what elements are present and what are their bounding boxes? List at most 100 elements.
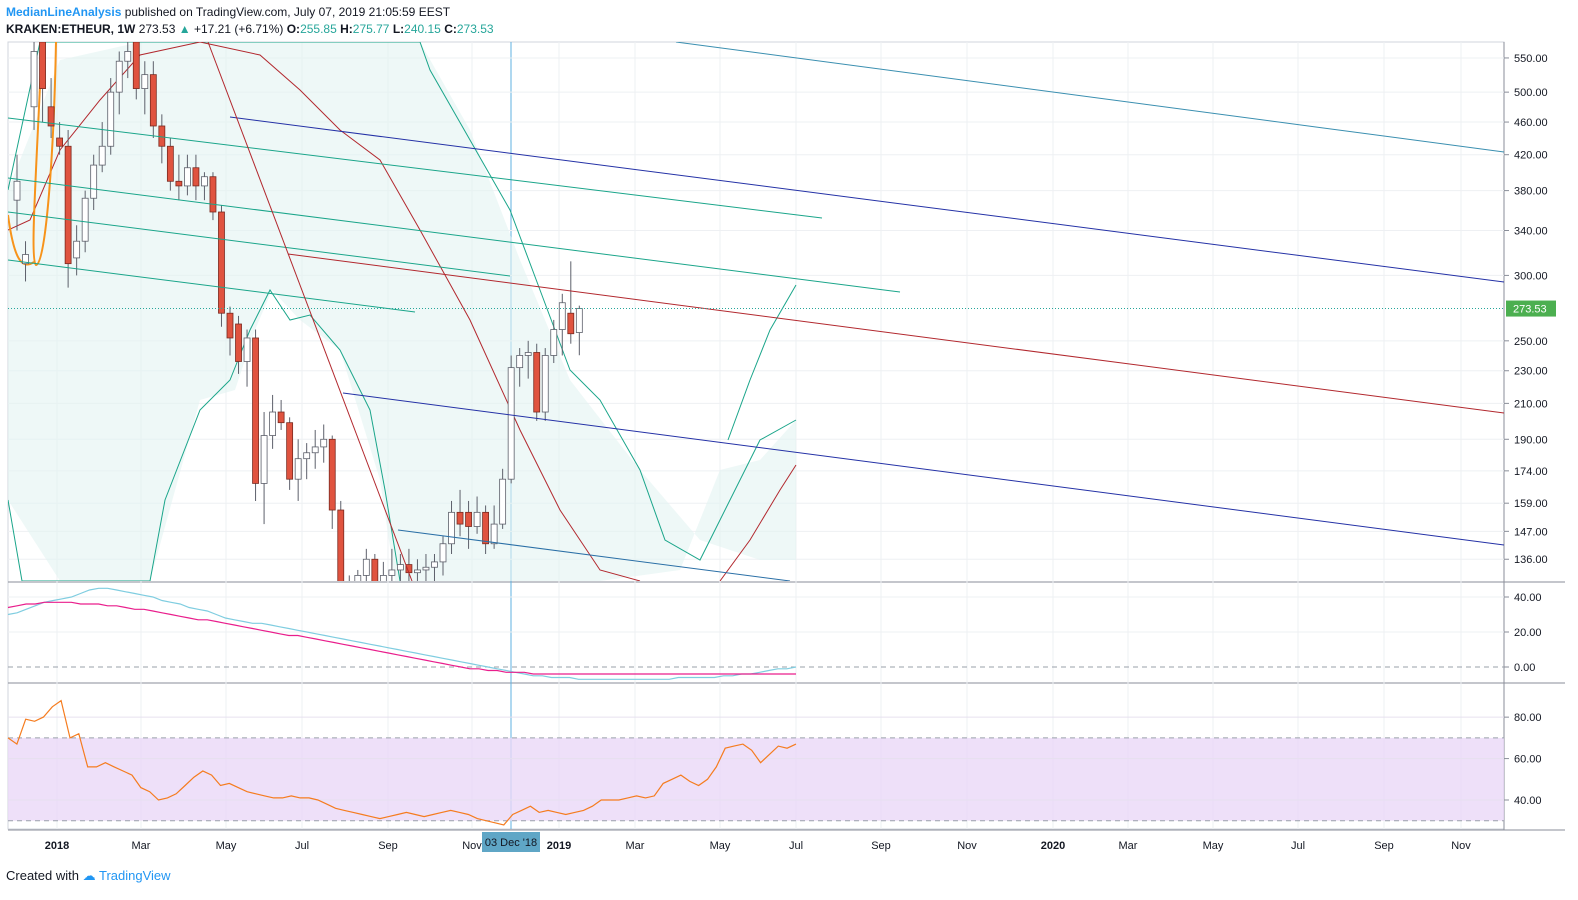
- y-tick-label: 380.00: [1514, 186, 1548, 198]
- candle-body: [39, 42, 46, 89]
- candle: [107, 78, 115, 155]
- candle: [243, 329, 251, 387]
- rsi-tick-label: 60.00: [1514, 754, 1542, 766]
- osc-series-line: [7, 587, 797, 680]
- candle: [379, 561, 387, 581]
- candle-body: [550, 329, 558, 356]
- candle: [439, 536, 447, 576]
- crosshair-date-badge: [482, 832, 540, 852]
- last-price-badge: [1506, 300, 1556, 317]
- moving-average-teal: [727, 284, 797, 441]
- candle: [252, 329, 259, 501]
- candle-body: [337, 509, 345, 581]
- x-tick-label: Nov: [957, 840, 977, 852]
- candle: [473, 496, 481, 534]
- author-link[interactable]: MedianLineAnalysis: [6, 5, 122, 19]
- candle-body: [235, 323, 242, 362]
- candle-body: [22, 254, 29, 265]
- candle-body: [286, 422, 294, 480]
- candle-body: [192, 167, 200, 187]
- candle-body: [414, 569, 421, 574]
- publish-info: published on TradingView.com, July 07, 2…: [121, 5, 451, 19]
- candle: [226, 306, 234, 356]
- candle-body: [209, 176, 217, 213]
- y-tick-label: 300.00: [1514, 270, 1548, 282]
- y-tick-label: 159.00: [1514, 498, 1548, 510]
- high-label: H:: [340, 22, 353, 36]
- candle-body: [90, 164, 98, 199]
- candle-body: [243, 337, 251, 362]
- candle: [124, 42, 132, 79]
- candle: [320, 424, 328, 463]
- price-change: +17.21 (+6.71%): [193, 22, 284, 36]
- x-tick-label: May: [1203, 840, 1224, 852]
- crosshair-date-label: 03 Dec '18: [485, 837, 537, 849]
- osc-tick-label: 40.00: [1514, 592, 1542, 604]
- open-value: 255.85: [300, 22, 337, 36]
- rsi-tick-label: 80.00: [1514, 712, 1542, 724]
- candle-body: [56, 137, 63, 147]
- candle-body: [166, 145, 174, 182]
- candle: [90, 154, 98, 211]
- moving-average-red: [719, 464, 797, 581]
- x-tick-label: Sep: [871, 840, 891, 852]
- candle: [337, 500, 345, 581]
- candle-body: [277, 411, 285, 424]
- candle: [396, 554, 404, 581]
- channel-line-green: [8, 177, 901, 293]
- candle: [414, 559, 421, 581]
- candle-body: [541, 355, 549, 413]
- candle-body: [575, 308, 583, 333]
- x-tick-label: Sep: [378, 840, 398, 852]
- candle-body: [516, 355, 524, 369]
- candle: [465, 500, 472, 549]
- candle-body: [558, 302, 566, 330]
- candle-body: [141, 74, 149, 89]
- symbol-line: KRAKEN:ETHEUR, 1W 273.53 ▲ +17.21 (+6.71…: [6, 21, 494, 38]
- osc-series-line: [7, 601, 796, 675]
- candle-body: [107, 91, 115, 147]
- x-tick-label: Mar: [132, 840, 151, 852]
- candle: [431, 554, 438, 581]
- candle: [218, 205, 225, 327]
- y-tick-label: 420.00: [1514, 150, 1548, 162]
- low-value: 240.15: [404, 22, 441, 36]
- candle: [456, 489, 464, 537]
- candle-body: [396, 564, 404, 571]
- x-tick-label: Mar: [1119, 840, 1138, 852]
- candle-body: [98, 145, 106, 166]
- symbol-label[interactable]: KRAKEN:ETHEUR, 1W: [6, 22, 136, 36]
- candle: [371, 554, 379, 581]
- chart-header: MedianLineAnalysis published on TradingV…: [6, 4, 494, 38]
- bollinger-band-fill: [8, 42, 796, 581]
- candle-body: [115, 60, 123, 93]
- candle-body: [175, 180, 183, 187]
- candle: [499, 468, 507, 529]
- candle: [490, 505, 498, 549]
- footer: Created with ☁ TradingView: [6, 868, 171, 884]
- candle-body: [260, 435, 268, 484]
- candle-body: [524, 352, 532, 356]
- candle-body: [218, 211, 225, 314]
- tradingview-brand[interactable]: TradingView: [99, 868, 171, 883]
- candle-body: [73, 240, 81, 259]
- candle: [558, 293, 566, 356]
- candle: [235, 315, 242, 374]
- candle-body: [448, 511, 455, 545]
- y-tick-label: 210.00: [1514, 398, 1548, 410]
- candle: [141, 61, 149, 115]
- candle: [149, 61, 157, 139]
- candle-body: [303, 452, 311, 460]
- candle-body: [132, 42, 140, 89]
- candle: [73, 225, 81, 276]
- candle-body: [294, 458, 302, 480]
- channel-line-green: [8, 211, 511, 277]
- candle-body: [201, 176, 208, 187]
- x-tick-label: Mar: [626, 840, 645, 852]
- x-tick-label: Nov: [462, 840, 482, 852]
- rsi-band: [8, 737, 1504, 821]
- candle: [269, 394, 277, 449]
- x-tick-label: Nov: [1451, 840, 1471, 852]
- candle: [541, 348, 549, 421]
